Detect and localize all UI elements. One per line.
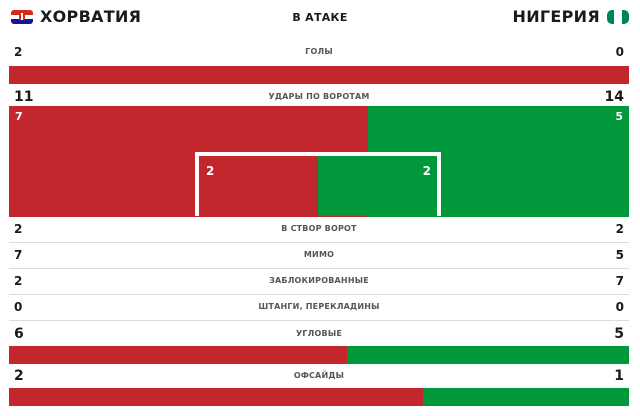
goal-frame-home: 2 [199,156,318,216]
corners-home-value: 6 [14,326,24,342]
shots-off-away-value: 5 [615,110,623,123]
section-title: В АТАКЕ [292,11,348,24]
shots-on-away-value: 2 [422,164,431,178]
offsides-home-value: 2 [14,368,24,384]
offsides-bar-away [422,388,629,406]
corners-label: УГЛОВЫЕ [296,329,342,338]
stat-row-goals: 2 ГОЛЫ 0 [9,42,629,62]
goals-label: ГОЛЫ [305,47,333,56]
stat-row-on-target: 2 В СТВОР ВОРОТ 2 [9,219,629,243]
corners-bar-away [346,346,629,364]
home-team: ХОРВАТИЯ [11,7,141,27]
goals-bar [9,66,629,84]
shots-label: УДАРЫ ПО ВОРОТАМ [268,92,370,101]
wide-home-value: 7 [14,248,23,262]
goals-bar-home [9,66,629,84]
wide-away-value: 5 [615,248,624,262]
corners-bar-home [9,346,347,364]
stat-row-blocked: 2 ЗАБЛОКИРОВАННЫЕ 7 [9,271,629,295]
stat-row-wide: 7 МИМО 5 [9,245,629,269]
goal-frame: 2 2 [195,152,441,216]
blocked-label: ЗАБЛОКИРОВАННЫЕ [269,276,369,285]
home-team-name: ХОРВАТИЯ [40,7,142,26]
woodwork-label: ШТАНГИ, ПЕРЕКЛАДИНЫ [258,302,380,311]
woodwork-home-value: 0 [14,300,23,314]
on-target-label: В СТВОР ВОРОТ [281,224,357,233]
away-team-name: НИГЕРИЯ [512,7,600,26]
shots-home-value: 11 [14,89,34,105]
goal-frame-away: 2 [318,156,437,216]
blocked-away-value: 7 [615,274,624,288]
goals-home-value: 2 [14,45,23,59]
nigeria-flag-icon [607,10,629,24]
offsides-bar [9,388,629,406]
croatia-flag-icon [11,10,33,24]
away-team: НИГЕРИЯ [513,7,629,27]
shots-away-value: 14 [604,89,624,105]
on-target-home-value: 2 [14,222,23,236]
match-header: ХОРВАТИЯ В АТАКЕ НИГЕРИЯ [0,0,640,34]
offsides-label: ОФСАЙДЫ [293,371,345,380]
on-target-away-value: 2 [615,222,624,236]
wide-label: МИМО [303,250,335,259]
woodwork-away-value: 0 [615,300,624,314]
shots-off-home-value: 7 [15,110,23,123]
goals-away-value: 0 [615,45,624,59]
shots-on-home-value: 2 [206,164,215,178]
corners-bar [9,346,629,364]
stat-row-corners: 6 УГЛОВЫЕ 5 [9,324,629,344]
offsides-bar-home [9,388,423,406]
corners-away-value: 5 [614,326,624,342]
blocked-home-value: 2 [14,274,23,288]
offsides-away-value: 1 [614,368,624,384]
stat-row-woodwork: 0 ШТАНГИ, ПЕРЕКЛАДИНЫ 0 [9,297,629,321]
stat-row-shots: 11 УДАРЫ ПО ВОРОТАМ 14 [9,87,629,107]
stat-row-offsides: 2 ОФСАЙДЫ 1 [9,366,629,386]
